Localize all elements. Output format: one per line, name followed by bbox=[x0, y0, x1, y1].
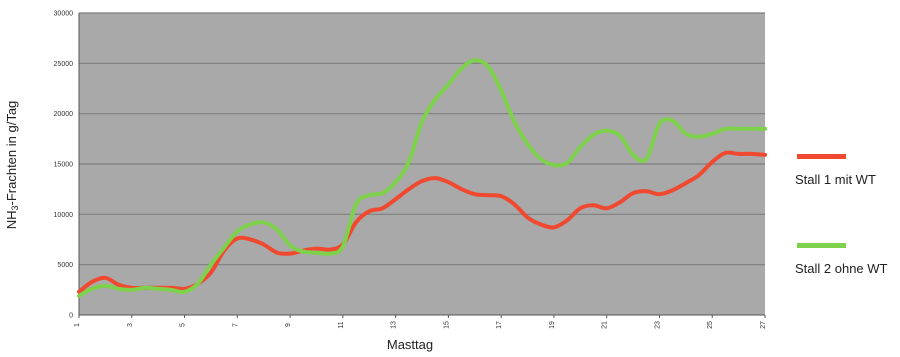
y-tick-label: 20000 bbox=[54, 111, 74, 118]
grid-lines bbox=[79, 12, 765, 266]
x-tick-label: 11 bbox=[338, 321, 345, 328]
y-axis-title: NH3-Frachten in g/Tag bbox=[4, 101, 20, 230]
x-tick-label: 21 bbox=[602, 321, 609, 329]
x-tick-label: 3 bbox=[127, 323, 134, 327]
axes bbox=[78, 13, 765, 316]
series-lines bbox=[77, 58, 767, 298]
y-axis-title-part-1: NH bbox=[4, 211, 19, 230]
x-tick-label: 9 bbox=[285, 323, 292, 327]
x-tick-label: 5 bbox=[180, 323, 187, 327]
legend-label-stall-2: Stall 2 ohne WT bbox=[795, 261, 888, 276]
x-tick-label: 1 bbox=[74, 323, 81, 327]
y-tick-label: 25000 bbox=[54, 61, 74, 68]
y-axis-title-subscript: 3 bbox=[10, 205, 20, 210]
x-axis-title: Masttag bbox=[387, 337, 433, 352]
legend-swatch-stall-2 bbox=[797, 243, 846, 248]
legend-swatch-stall-1 bbox=[797, 154, 846, 159]
x-tick-label: 7 bbox=[232, 323, 239, 327]
x-tick-label: 25 bbox=[707, 321, 714, 329]
x-tick-label: 17 bbox=[496, 321, 503, 329]
y-tick-label: 30000 bbox=[54, 11, 74, 18]
y-tick-label: 0 bbox=[69, 313, 73, 320]
x-tick-label: 19 bbox=[549, 321, 556, 329]
x-tick-label: 27 bbox=[760, 321, 767, 329]
y-tick-label: 10000 bbox=[54, 212, 74, 219]
legend: Stall 1 mit WT Stall 2 ohne WT bbox=[795, 154, 888, 276]
x-tick-label: 15 bbox=[443, 321, 450, 329]
y-axis-title-part-2: -Frachten in g/Tag bbox=[4, 101, 19, 206]
y-tick-label: 5000 bbox=[57, 262, 73, 269]
legend-label-stall-1: Stall 1 mit WT bbox=[795, 172, 876, 187]
x-tick-label: 23 bbox=[654, 321, 661, 329]
y-tick-labels: 0 5000 10000 15000 20000 25000 30000 bbox=[54, 11, 74, 320]
y-tick-label: 15000 bbox=[54, 162, 74, 169]
series-line-stall-2 bbox=[77, 58, 767, 298]
x-tick-labels: 1 3 5 7 9 11 13 15 17 19 21 23 25 27 bbox=[74, 315, 767, 329]
x-tick-label: 13 bbox=[391, 321, 398, 329]
